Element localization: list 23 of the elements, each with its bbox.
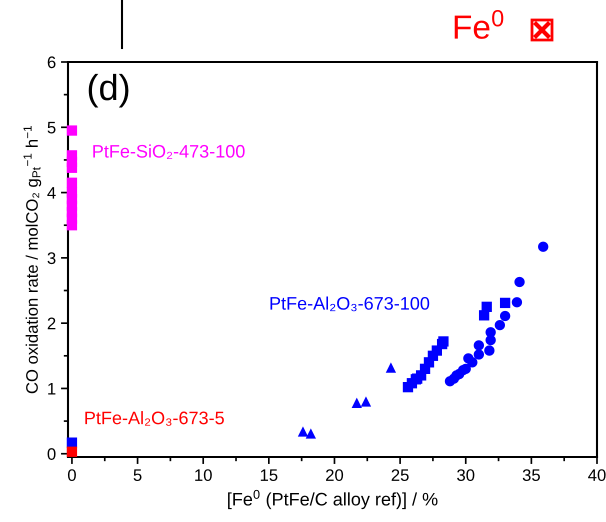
annotation: PtFe-SiO₂-473-100 xyxy=(93,144,245,160)
annotation: (d) xyxy=(88,74,128,108)
x-tick-label: 25 xyxy=(392,469,409,482)
y-tick-label: 5 xyxy=(48,122,56,134)
x-tick-label: 35 xyxy=(522,469,540,482)
y-tick-label: 2 xyxy=(48,318,56,330)
y-tick-label: 1 xyxy=(48,383,56,394)
x-tick-label: 5 xyxy=(134,469,142,482)
x-tick-label: 40 xyxy=(588,469,606,482)
text: Fe$^{0}$ xyxy=(454,10,504,39)
x-tick-label: 15 xyxy=(260,469,278,482)
x-axis-title: [Fe$^{0}$ (PtFe/C alloy ref)] / % xyxy=(228,490,438,510)
x-tick-label: 0 xyxy=(68,469,76,482)
y-tick-label: 0 xyxy=(48,448,56,460)
y-tick-label: 3 xyxy=(48,252,56,264)
y-tick-label: 4 xyxy=(47,187,56,199)
annotation: PtFe-Al₂O₃-673-100 xyxy=(270,296,430,312)
y-tick-label: 6 xyxy=(48,56,56,68)
annotation: PtFe-Al₂O₃-673-5 xyxy=(85,411,224,426)
x-tick-label: 10 xyxy=(195,469,212,482)
x-tick-label: 20 xyxy=(326,469,344,482)
x-tick-label: 30 xyxy=(457,469,474,482)
y-axis-title: CO oxidation rate / molCO₂ g$_{Pt}$$^{−1}$ h$^{−1}$ xyxy=(24,126,42,394)
